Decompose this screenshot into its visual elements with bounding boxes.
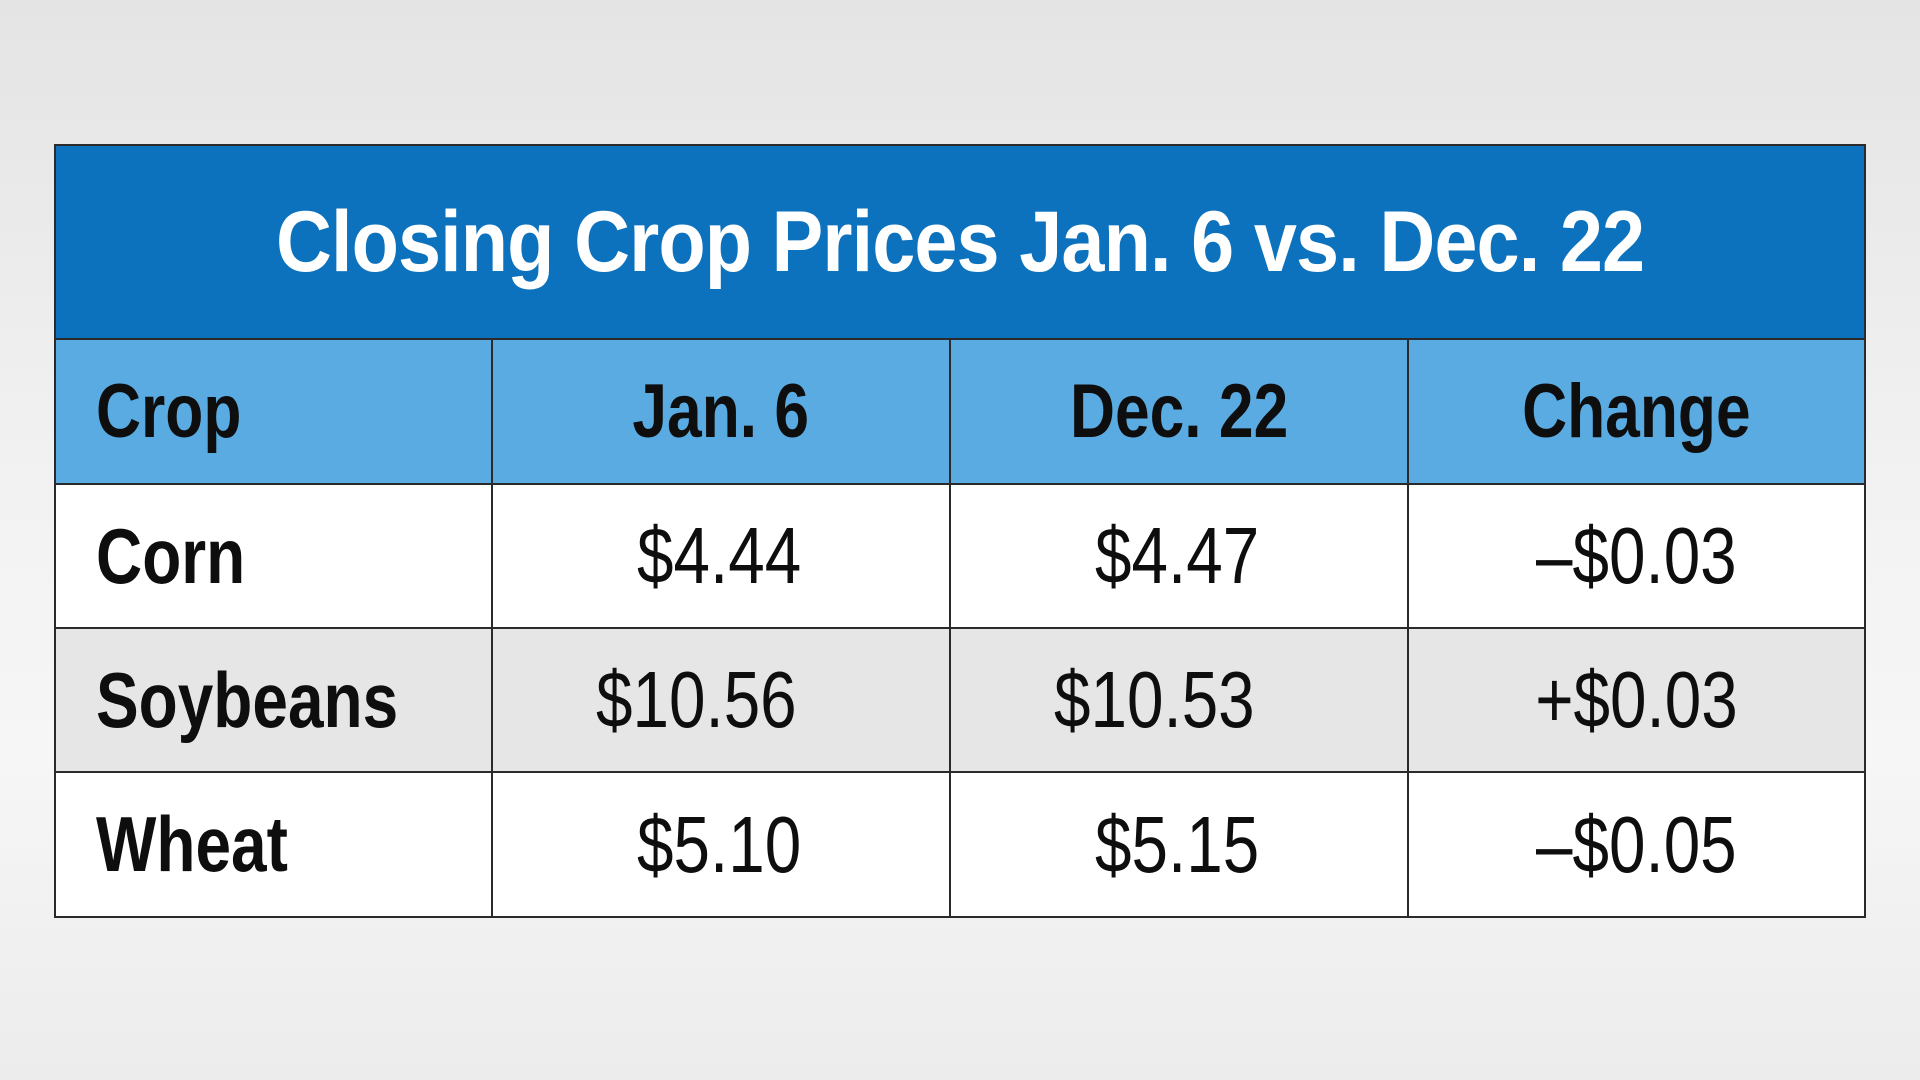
table-row-soybeans: Soybeans $10.56 $10.53 +$0.03 [56,627,1864,772]
cell-crop: Soybeans [56,627,492,772]
table-row-wheat: Wheat $5.10 $5.15 –$0.05 [56,771,1864,916]
column-header-jan6-label: Jan. 6 [632,369,810,454]
price-change: –$0.05 [1536,799,1737,889]
column-header-dec22-label: Dec. 22 [1069,369,1289,454]
price-table: Crop Jan. 6 Dec. 22 Change Corn $4.44 $4… [56,340,1864,916]
cell-change: –$0.03 [1407,483,1864,628]
column-header-change: Change [1407,340,1864,484]
column-header-crop: Crop [56,340,492,484]
cell-jan6: $4.44 [491,483,950,628]
cell-jan6: $5.10 [491,771,950,916]
price-dec22: $5.15 [1094,799,1259,889]
column-header-jan6: Jan. 6 [491,340,950,484]
crop-price-table: Closing Crop Prices Jan. 6 vs. Dec. 22 C… [54,144,1866,918]
table-title: Closing Crop Prices Jan. 6 vs. Dec. 22 [275,193,1645,290]
price-jan6: $5.10 [636,799,801,889]
cell-crop: Corn [56,483,492,628]
cell-change: +$0.03 [1407,627,1864,772]
cell-dec22: $10.53 [949,627,1408,772]
price-change: –$0.03 [1536,511,1737,600]
price-change: +$0.03 [1535,655,1738,744]
column-header-dec22: Dec. 22 [949,340,1408,484]
table-title-bar: Closing Crop Prices Jan. 6 vs. Dec. 22 [56,146,1864,340]
price-dec22: $4.47 [1094,511,1259,600]
price-jan6: $4.44 [636,511,801,600]
table-row-corn: Corn $4.44 $4.47 –$0.03 [56,483,1864,628]
price-dec22: $10.53 [1054,655,1255,744]
cell-jan6: $10.56 [491,627,950,772]
cell-crop: Wheat [56,771,492,916]
cell-change: –$0.05 [1407,771,1864,916]
crop-name: Wheat [96,800,288,888]
crop-name: Corn [96,511,246,600]
column-header-crop-label: Crop [96,369,242,454]
cell-dec22: $5.15 [949,771,1408,916]
header-row: Crop Jan. 6 Dec. 22 Change [56,340,1864,484]
crop-name: Soybeans [96,655,399,744]
column-header-change-label: Change [1522,369,1751,454]
price-jan6: $10.56 [596,655,797,744]
cell-dec22: $4.47 [949,483,1408,628]
